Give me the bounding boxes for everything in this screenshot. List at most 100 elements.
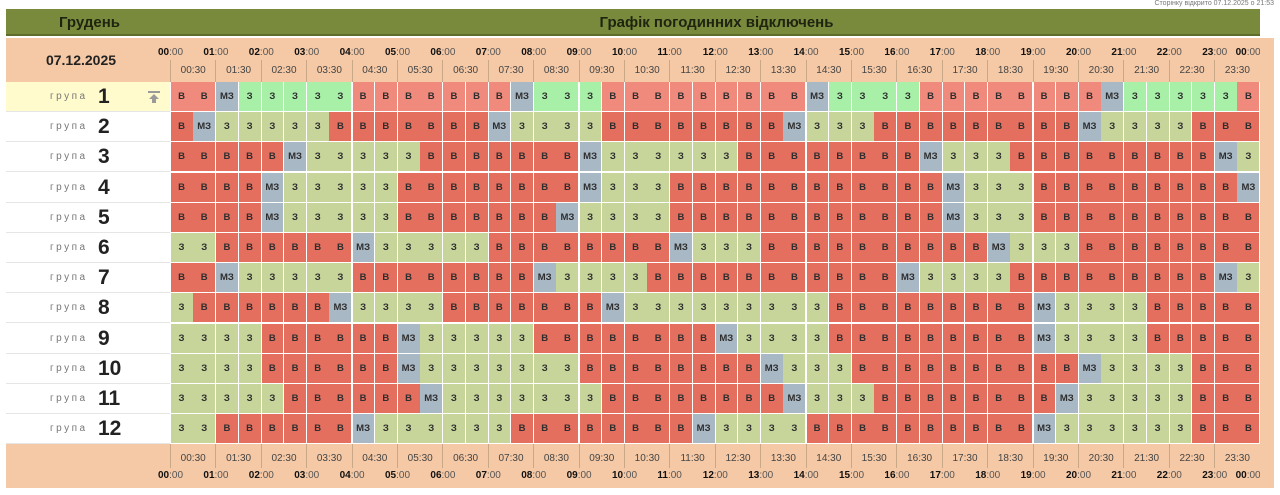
slot-cell: В [374,384,397,413]
group-word: група [50,332,88,344]
slot-cell: В [851,293,874,323]
slot-cell: З [783,323,806,353]
slot-cell: З [511,353,533,383]
hour-tick: 14:00 [793,47,819,58]
slot-cell: В [806,202,829,232]
slot-cell: В [329,414,352,444]
tick-line [578,444,580,468]
slot-cell: В [1078,82,1101,111]
half-hour-tick: 03:30 [316,453,342,464]
group-word: група [50,302,88,314]
slot-cell: МЗ [397,353,420,383]
half-hour-tick: 11:30 [680,453,705,464]
slot-cell: МЗ [329,293,352,323]
group-label-1[interactable]: група 1 [6,82,170,112]
group-label-6[interactable]: група 6 [6,233,170,263]
slot-cell: В [601,82,624,111]
slot-cell: З [1169,82,1192,111]
hour-separator [1078,82,1079,444]
slot-cell: З [465,353,488,383]
hour-tick: 03:00 [294,470,320,481]
slot-cell: МЗ [284,142,306,172]
half-hour-tick: 06:30 [453,65,479,76]
slot-cell: З [1055,293,1078,323]
slot-cell: В [420,202,443,232]
slot-cell: В [397,112,420,142]
slot-cell: В [783,202,806,232]
half-hour-tick: 07:30 [498,453,524,464]
slot-cell: В [556,293,579,323]
slot-cell: З [624,293,647,323]
slot-cell: З [1010,172,1033,202]
slot-cell: В [828,202,851,232]
hour-tick: 16:00 [884,470,910,481]
half-hour-tick: 21:30 [1134,65,1160,76]
group-label-2[interactable]: група 2 [6,112,170,143]
group-label-10[interactable]: група 10 [6,353,170,384]
slot-cell: МЗ [1055,384,1078,413]
slot-cell: В [352,384,375,413]
slot-cell: МЗ [942,172,965,202]
slot-cell: В [329,353,352,383]
pin-to-top-icon[interactable] [146,89,162,105]
group-label-9[interactable]: група 9 [6,323,170,354]
tick-line [669,444,671,468]
slot-cell: З [1146,82,1169,111]
slot-cell: З [374,142,397,172]
tick-line [987,60,989,82]
slot-cell: В [1169,233,1192,262]
slot-cell: В [1192,202,1214,232]
slot-cell: В [306,414,329,444]
slot-cell: З [374,233,397,262]
slot-cell: В [828,323,851,353]
hour-tick: 22:00 [1156,47,1182,58]
slot-cell: МЗ [669,233,692,262]
slot-cell: В [306,323,329,353]
group-label-4[interactable]: група 4 [6,172,170,203]
slot-cell: В [851,353,874,383]
slot-cell: В [919,233,942,262]
slot-cell: В [1078,202,1101,232]
slot-cell: З [1123,293,1146,323]
tick-line [669,60,671,82]
slot-cell: В [261,414,284,444]
slot-cell: З [170,293,193,323]
slot-cell: В [1192,353,1214,383]
slot-cell: В [1237,202,1260,232]
tick-line [714,60,716,82]
hour-separator [987,82,989,444]
slot-cell: З [828,353,851,383]
slot-cell: В [874,172,897,202]
slot-cell: В [624,384,647,413]
slot-cell: З [261,112,284,142]
header-bar: Грудень Графік погодинних відключень [6,9,1260,36]
hour-separator [624,82,625,444]
slot-cell: З [193,233,216,262]
tick-line [487,60,489,82]
slot-cell: З [238,112,261,142]
slot-cell: З [1169,414,1192,444]
slot-cell: З [238,263,261,293]
slot-cell: В [1214,293,1237,323]
slot-cell: В [1010,384,1033,413]
tick-line [306,60,308,82]
hour-separator [1168,82,1170,444]
group-label-5[interactable]: група 5 [6,202,170,233]
slot-cell: В [965,353,987,383]
group-label-8[interactable]: група 8 [6,293,170,324]
slot-cell: З [601,263,624,293]
slot-cell: В [465,112,488,142]
group-label-12[interactable]: група 12 [6,414,170,445]
hour-separator [760,82,762,444]
slot-cell: В [1192,384,1214,413]
group-label-3[interactable]: група 3 [6,142,170,173]
group-word: група [50,242,88,253]
slot-cell: В [442,112,465,142]
slot-cell: В [783,142,806,172]
slot-cell: МЗ [533,263,556,293]
group-label-7[interactable]: група 7 [6,263,170,294]
slot-cell: З [488,414,511,444]
group-label-11[interactable]: група 11 [6,384,170,414]
half-hour-tick: 08:30 [543,65,569,76]
hour-separator [1032,82,1034,444]
